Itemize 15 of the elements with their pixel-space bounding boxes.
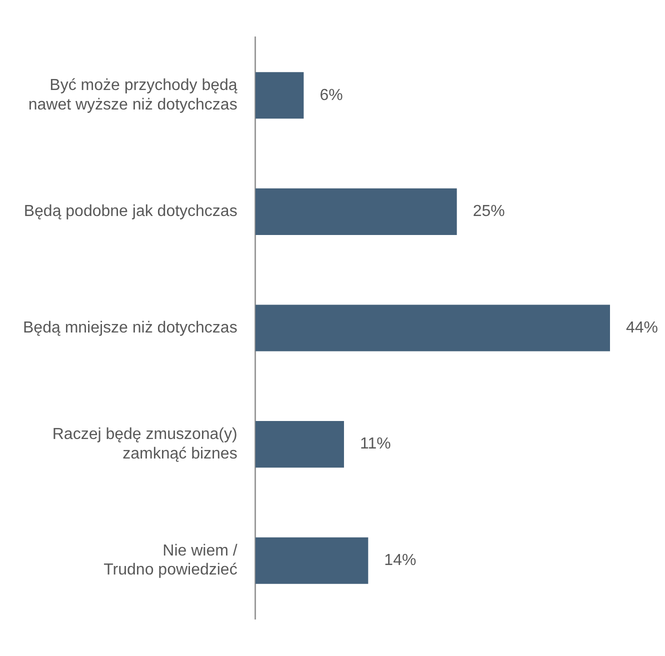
data-label: 6% — [320, 86, 343, 104]
bar — [255, 537, 368, 584]
y-tick-label: Będą mniejsze niż dotychczas — [23, 319, 238, 336]
y-tick-label: Raczej będę zmuszona(y) zamknąć biznes — [52, 426, 238, 462]
bar — [255, 421, 344, 468]
data-label: 14% — [384, 552, 416, 570]
data-label: 44% — [626, 319, 658, 336]
data-label: 11% — [360, 436, 391, 453]
data-label: 25% — [472, 203, 505, 220]
bar — [255, 188, 457, 235]
bar — [255, 304, 610, 352]
bar — [255, 72, 304, 119]
y-tick-label: Być może przychody będą nawet wyższe niż dotychczas — [28, 77, 238, 114]
y-tick-label: Nie wiem / Trudno powiedzieć — [104, 542, 238, 579]
y-tick-label: Będą podobne jak dotychczas — [24, 203, 238, 220]
